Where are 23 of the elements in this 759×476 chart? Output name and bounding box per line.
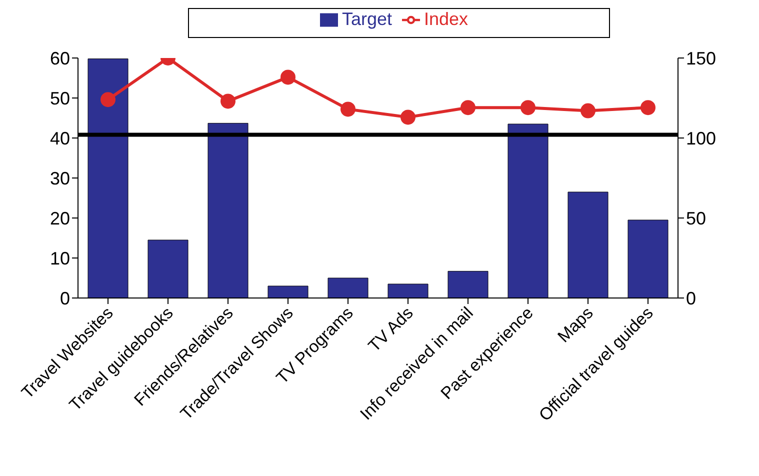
y-tick-label: 50 — [50, 88, 70, 108]
legend-label: Index — [424, 9, 468, 29]
y-tick-label: 30 — [50, 168, 70, 188]
y2-tick-label: 100 — [686, 128, 716, 148]
y-tick-label: 20 — [50, 208, 70, 228]
point — [520, 100, 536, 116]
y-tick-label: 40 — [50, 128, 70, 148]
y-tick-label: 60 — [50, 48, 70, 68]
point — [580, 103, 596, 118]
y2-tick-label: 0 — [686, 288, 696, 308]
y2-tick-label: 50 — [686, 208, 706, 228]
y2-tick-label: 150 — [686, 48, 716, 68]
x-tick-label: TV Ads — [364, 303, 417, 356]
point — [100, 92, 116, 108]
point — [220, 94, 236, 109]
point — [640, 100, 656, 116]
point — [340, 102, 356, 117]
y-tick-label: 0 — [60, 288, 70, 308]
point — [400, 110, 416, 125]
legend-label: Target — [342, 9, 392, 29]
point — [280, 70, 296, 85]
point — [460, 100, 476, 116]
y-tick-label: 10 — [50, 248, 70, 268]
